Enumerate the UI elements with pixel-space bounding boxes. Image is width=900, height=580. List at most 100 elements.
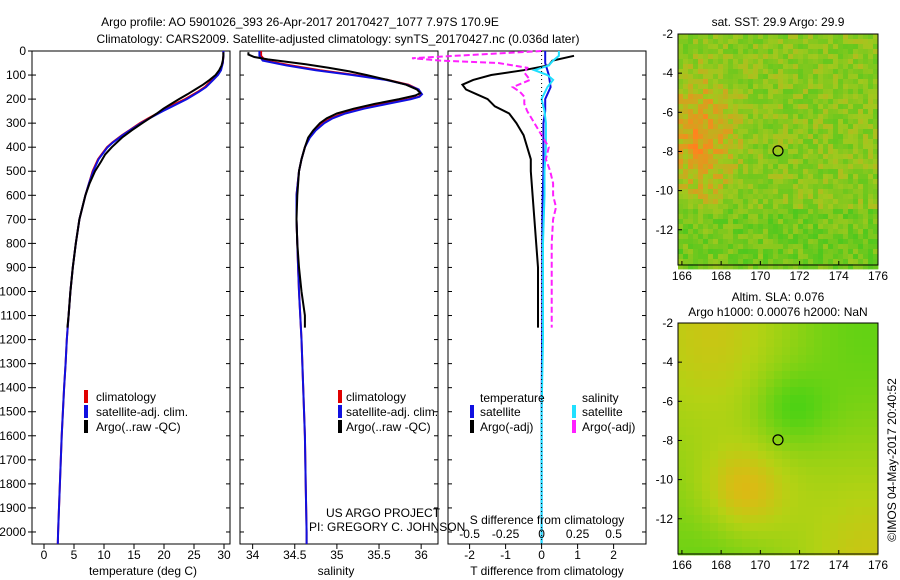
sst-cell bbox=[808, 69, 814, 75]
sst-cell bbox=[853, 254, 859, 260]
sla-cell bbox=[766, 435, 775, 444]
sst-cell bbox=[688, 179, 694, 185]
sst-cell bbox=[688, 74, 694, 80]
sst-cell bbox=[733, 254, 739, 260]
sla-cell bbox=[798, 411, 807, 420]
sst-cell bbox=[858, 114, 864, 120]
sla-cell bbox=[766, 355, 775, 364]
sst-cell bbox=[718, 159, 724, 165]
sst-cell bbox=[708, 99, 714, 105]
difference-legend-swatch-t-satellite bbox=[470, 405, 474, 418]
sst-cell bbox=[688, 94, 694, 100]
sst-cell bbox=[778, 49, 784, 55]
sst-cell bbox=[748, 189, 754, 195]
sst-cell bbox=[803, 69, 809, 75]
sst-cell bbox=[768, 89, 774, 95]
sst-cell bbox=[688, 59, 694, 65]
sst-cell bbox=[793, 234, 799, 240]
sst-cell bbox=[698, 174, 704, 180]
sst-cell bbox=[738, 244, 744, 250]
sst-cell bbox=[693, 244, 699, 250]
sst-cell bbox=[783, 129, 789, 135]
temperature-x-tick-label: 5 bbox=[71, 548, 78, 562]
sst-cell bbox=[773, 84, 779, 90]
sst-cell bbox=[748, 249, 754, 255]
sst-cell bbox=[723, 74, 729, 80]
sst-cell bbox=[838, 229, 844, 235]
sla-cell bbox=[790, 371, 799, 380]
sst-cell bbox=[823, 114, 829, 120]
sst-cell bbox=[803, 89, 809, 95]
sst-cell bbox=[873, 159, 879, 165]
sst-cell bbox=[828, 164, 834, 170]
sst-cell bbox=[688, 239, 694, 245]
sla-cell bbox=[718, 371, 727, 380]
sla-cell bbox=[678, 427, 687, 436]
sst-cell bbox=[843, 149, 849, 155]
sst-cell bbox=[798, 254, 804, 260]
sla-cell bbox=[694, 507, 703, 516]
sst-cell bbox=[743, 34, 749, 40]
sst-cell bbox=[708, 194, 714, 200]
sst-cell bbox=[678, 254, 684, 260]
sla-cell bbox=[854, 355, 863, 364]
sla-cell bbox=[742, 419, 751, 428]
sst-cell bbox=[828, 139, 834, 145]
sst-cell bbox=[693, 154, 699, 160]
sst-cell bbox=[728, 109, 734, 115]
sst-cell bbox=[833, 219, 839, 225]
sst-cell bbox=[788, 254, 794, 260]
diff-s-tick-label: 0.5 bbox=[605, 527, 622, 541]
sst-cell bbox=[743, 179, 749, 185]
sla-cell bbox=[846, 347, 855, 356]
sla-cell bbox=[718, 483, 727, 492]
sst-cell bbox=[748, 114, 754, 120]
sla-cell bbox=[838, 371, 847, 380]
sla-cell bbox=[798, 507, 807, 516]
sst-cell bbox=[753, 154, 759, 160]
sst-cell bbox=[873, 164, 879, 170]
sst-cell bbox=[823, 94, 829, 100]
sst-cell bbox=[698, 39, 704, 45]
sla-cell bbox=[750, 515, 759, 524]
sst-cell bbox=[718, 109, 724, 115]
sla-cell bbox=[814, 475, 823, 484]
sst-cell bbox=[743, 169, 749, 175]
sla-cell bbox=[830, 339, 839, 348]
sla-cell bbox=[862, 523, 871, 532]
sst-cell bbox=[678, 64, 684, 70]
sst-cell bbox=[728, 249, 734, 255]
sst-cell bbox=[768, 199, 774, 205]
sst-cell bbox=[823, 134, 829, 140]
sst-cell bbox=[783, 264, 789, 270]
sst-cell bbox=[708, 264, 714, 270]
sla-cell bbox=[742, 443, 751, 452]
sst-cell bbox=[688, 124, 694, 130]
sst-cell bbox=[833, 204, 839, 210]
sst-cell bbox=[848, 134, 854, 140]
sst-cell bbox=[828, 179, 834, 185]
sla-cell bbox=[782, 363, 791, 372]
sst-cell bbox=[793, 59, 799, 65]
sla-cell bbox=[742, 507, 751, 516]
sla-cell bbox=[846, 419, 855, 428]
sla-cell bbox=[870, 347, 879, 356]
sst-cell bbox=[788, 124, 794, 130]
sla-cell bbox=[862, 363, 871, 372]
sla-cell bbox=[702, 331, 711, 340]
sst-cell bbox=[868, 49, 874, 55]
sst-cell bbox=[788, 239, 794, 245]
sst-cell bbox=[763, 144, 769, 150]
depth-tick-label: 2000 bbox=[0, 525, 26, 539]
sst-cell bbox=[863, 124, 869, 130]
sst-cell bbox=[688, 184, 694, 190]
sst-cell bbox=[758, 134, 764, 140]
sla-cell bbox=[774, 459, 783, 468]
sst-cell bbox=[758, 189, 764, 195]
sst-cell bbox=[753, 239, 759, 245]
depth-axis-ticks: 0100200300400500600700800900100011001200… bbox=[0, 44, 646, 539]
sst-cell bbox=[793, 49, 799, 55]
sst-cell bbox=[768, 119, 774, 125]
sla-cell bbox=[710, 355, 719, 364]
sst-cell bbox=[733, 104, 739, 110]
